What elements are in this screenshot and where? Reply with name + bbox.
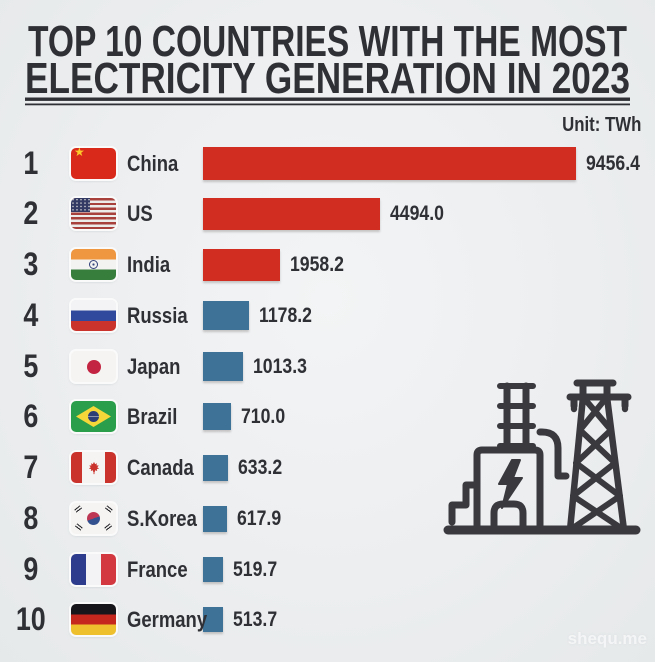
country-label: Canada — [127, 454, 194, 480]
flag-us-icon — [71, 198, 116, 229]
rank-label: 10 — [16, 601, 46, 637]
title-underline-thin — [25, 103, 630, 106]
country-label: Brazil — [127, 403, 178, 429]
watermark: shequ.me — [567, 629, 647, 648]
country-label: Russia — [127, 302, 188, 328]
bar-china — [203, 147, 576, 180]
chimney-icon — [503, 382, 530, 452]
chart-row-russia: 4 Russia 1178.2 — [0, 297, 655, 333]
flag-brazil-icon — [71, 401, 116, 432]
factory-door — [490, 500, 527, 534]
flag-canada-icon — [71, 452, 116, 483]
value-label: 9456.4 — [586, 151, 640, 175]
rank-label: 6 — [23, 398, 39, 434]
country-label: S.Korea — [127, 505, 197, 531]
chart-row-france: 9 France 519.7 — [0, 551, 655, 587]
trigram-glyph — [104, 523, 113, 532]
power-plant-icon — [443, 379, 641, 535]
chakra-glyph — [89, 260, 98, 269]
value-label: 1958.2 — [290, 252, 344, 276]
chart-row-india: 3 India 1958.2 — [0, 246, 655, 282]
flag-south-korea-icon — [71, 503, 116, 534]
chart-row-south-korea: 8 S.Korea 617.9 — [0, 500, 655, 536]
country-label: US — [127, 200, 153, 226]
page-title-line2: ELECTRICITY GENERATION IN 2023 — [25, 54, 630, 103]
rank-label: 7 — [23, 449, 39, 485]
pipe — [536, 428, 570, 480]
bar-russia — [203, 301, 249, 330]
chimney-bands — [497, 383, 536, 449]
bar-france — [203, 557, 223, 582]
unit-label: Unit: TWh — [561, 114, 641, 136]
value-label: 1178.2 — [259, 303, 312, 327]
lightning-bolt-icon — [498, 459, 523, 509]
factory-building — [473, 446, 544, 534]
trigram-glyph — [104, 505, 113, 514]
rank-label: 2 — [23, 195, 39, 231]
chart-row-japan: 5 Japan 1013.3 — [0, 348, 655, 384]
country-label: India — [127, 251, 171, 277]
flag-france-icon — [71, 554, 116, 585]
title-underline-thick — [25, 97, 630, 101]
value-label: 1013.3 — [253, 354, 307, 378]
bar-japan — [203, 352, 243, 381]
sun-disc-glyph — [86, 359, 101, 374]
annex-steps — [448, 481, 481, 526]
rank-label: 1 — [23, 145, 39, 181]
taegeuk-glyph — [87, 512, 100, 525]
country-label: France — [127, 556, 188, 582]
bar-india — [203, 248, 280, 281]
bar-canada — [203, 454, 228, 481]
value-label: 519.7 — [233, 557, 278, 581]
country-label: Germany — [127, 606, 208, 632]
bar-germany — [203, 607, 223, 632]
flag-china-icon: ★ — [71, 148, 116, 179]
page-title-line1: TOP 10 COUNTRIES WITH THE MOST — [28, 17, 627, 66]
title-block: TOP 10 COUNTRIES WITH THE MOST ELECTRICI… — [25, 17, 630, 106]
flag-japan-icon — [71, 351, 116, 382]
value-label: 710.0 — [241, 404, 286, 428]
star-glyph: ★ — [74, 148, 85, 159]
trigram-glyph — [74, 505, 83, 514]
value-label: 4494.0 — [390, 201, 444, 225]
chart-row-canada: 7 Canada 633.2 — [0, 449, 655, 485]
value-label: 617.9 — [237, 506, 282, 530]
bar-brazil — [203, 403, 231, 430]
flag-germany-icon — [71, 604, 116, 635]
flag-russia-icon — [71, 300, 116, 331]
value-label: 513.7 — [233, 607, 278, 631]
bar-south-korea — [203, 505, 227, 532]
globe-glyph — [88, 411, 99, 422]
bar-us — [203, 197, 380, 230]
rank-label: 4 — [23, 297, 39, 333]
country-label: Japan — [127, 353, 181, 379]
chart-row-brazil: 6 Brazil 710.0 — [0, 398, 655, 434]
rank-label: 9 — [23, 551, 39, 587]
rank-label: 3 — [23, 246, 39, 282]
transmission-tower-icon — [566, 379, 632, 534]
chart-row-us: 2 US 4494.0 — [0, 195, 655, 231]
country-label: China — [127, 150, 179, 176]
trigram-glyph — [74, 523, 83, 532]
us-canton — [71, 198, 90, 212]
flag-india-icon — [71, 249, 116, 280]
chart-row-china: 1 ★ China 9456.4 — [0, 145, 655, 181]
rank-label: 8 — [23, 500, 39, 536]
maple-leaf-glyph — [88, 461, 99, 474]
chart-row-germany: 10 Germany 513.7 — [0, 601, 655, 637]
rank-label: 5 — [23, 348, 39, 384]
value-label: 633.2 — [238, 455, 283, 479]
